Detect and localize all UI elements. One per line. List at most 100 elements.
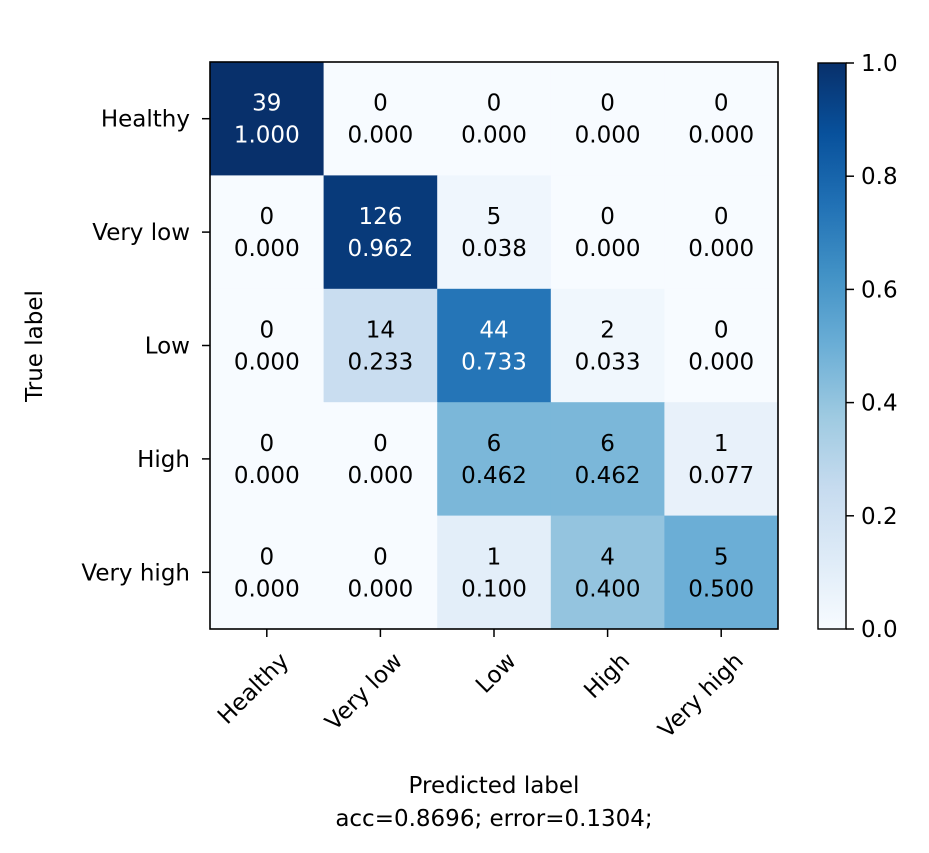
cell-value-label: 0.077 <box>688 463 754 489</box>
cell-count-label: 0 <box>373 431 388 457</box>
cell-count-label: 0 <box>714 91 729 117</box>
heatmap-cell <box>550 402 665 517</box>
heatmap-cell <box>323 62 438 176</box>
cell-count-label: 0 <box>373 544 388 570</box>
cell-value-label: 0.000 <box>234 236 300 262</box>
cell-count-label: 0 <box>373 91 388 117</box>
heatmap-cell <box>210 515 325 630</box>
heatmap-cell <box>323 515 438 630</box>
cell-count-label: 0 <box>259 544 274 570</box>
x-tick-label: High <box>579 648 635 704</box>
colorbar-tick-label: 0.8 <box>861 164 898 190</box>
heatmap-cell <box>437 515 552 630</box>
heatmap-cell <box>210 62 325 176</box>
y-axis-label: True label <box>22 290 48 403</box>
cell-count-label: 5 <box>714 544 729 570</box>
cell-count-label: 1 <box>487 544 502 570</box>
cell-value-label: 0.400 <box>575 576 641 602</box>
y-tick-label: Low <box>145 334 190 360</box>
heatmap-cell <box>437 175 552 290</box>
colorbar-tick-label: 0.6 <box>861 277 898 303</box>
heatmap-cell <box>323 288 438 403</box>
heatmap-cell <box>664 402 779 517</box>
heatmap-cell <box>437 62 552 176</box>
x-tick-label: Healthy <box>213 648 294 729</box>
heatmap-cells: 391.00000.00000.00000.00000.00000.000126… <box>210 62 779 630</box>
cell-count-label: 0 <box>600 204 615 230</box>
y-tick-label: Healthy <box>101 107 190 133</box>
cell-count-label: 1 <box>714 431 729 457</box>
cell-count-label: 0 <box>714 204 729 230</box>
cell-value-label: 0.000 <box>347 123 413 149</box>
colorbar-tick-label: 0.4 <box>861 391 898 417</box>
cell-value-label: 0.462 <box>461 463 527 489</box>
cell-count-label: 6 <box>487 431 502 457</box>
cell-value-label: 0.000 <box>688 123 754 149</box>
heatmap-cell <box>437 402 552 517</box>
y-tick-label: Very high <box>81 560 190 586</box>
cell-value-label: 0.500 <box>688 576 754 602</box>
x-tick-label: Very low <box>320 648 408 736</box>
heatmap-cell <box>437 288 552 403</box>
cell-count-label: 0 <box>259 431 274 457</box>
cell-count-label: 126 <box>358 204 402 230</box>
cell-value-label: 1.000 <box>234 123 300 149</box>
cell-value-label: 0.962 <box>347 236 413 262</box>
cell-value-label: 0.000 <box>234 463 300 489</box>
colorbar <box>817 62 847 630</box>
cell-count-label: 0 <box>259 318 274 344</box>
cell-value-label: 0.233 <box>347 350 413 376</box>
y-tick-label: Very low <box>92 220 190 246</box>
heatmap-cell <box>210 288 325 403</box>
heatmap-cell <box>323 175 438 290</box>
x-axis-label: Predicted label <box>409 773 580 799</box>
heatmap-cell <box>550 515 665 630</box>
cell-count-label: 0 <box>714 318 729 344</box>
cell-count-label: 4 <box>600 544 615 570</box>
cell-value-label: 0.000 <box>575 236 641 262</box>
cell-value-label: 0.000 <box>688 350 754 376</box>
cell-count-label: 0 <box>487 91 502 117</box>
cell-count-label: 0 <box>259 204 274 230</box>
x-tick-label: Low <box>471 648 521 698</box>
cell-count-label: 44 <box>479 318 508 344</box>
heatmap-cell <box>323 402 438 517</box>
cell-count-label: 14 <box>366 318 395 344</box>
y-axis-ticks: Healthy Very low Low High Very high <box>81 107 210 586</box>
cell-count-label: 6 <box>600 431 615 457</box>
heatmap-cell <box>210 175 325 290</box>
heatmap-cell <box>664 515 779 630</box>
cell-count-label: 5 <box>487 204 502 230</box>
heatmap-cell <box>664 175 779 290</box>
cell-value-label: 0.038 <box>461 236 527 262</box>
cell-value-label: 0.000 <box>461 123 527 149</box>
heatmap-cell <box>210 402 325 517</box>
cell-value-label: 0.000 <box>347 463 413 489</box>
x-axis-ticks: Healthy Very low Low High Very high <box>213 629 749 743</box>
cell-value-label: 0.000 <box>575 123 641 149</box>
heatmap-cell <box>550 175 665 290</box>
cell-count-label: 2 <box>600 318 615 344</box>
heatmap-cell <box>664 62 779 176</box>
colorbar-ticks: 0.0 0.2 0.4 0.6 0.8 1.0 <box>846 51 898 643</box>
cell-value-label: 0.000 <box>234 350 300 376</box>
heatmap-cell <box>550 62 665 176</box>
accuracy-subtitle: acc=0.8696; error=0.1304; <box>335 806 652 832</box>
colorbar-tick-label: 0.2 <box>861 504 898 530</box>
cell-value-label: 0.000 <box>234 576 300 602</box>
colorbar-tick-label: 0.0 <box>861 617 898 643</box>
heatmap-cell <box>550 288 665 403</box>
heatmap-cell <box>664 288 779 403</box>
cell-value-label: 0.733 <box>461 350 527 376</box>
x-tick-label: Very high <box>654 648 749 743</box>
cell-value-label: 0.000 <box>347 576 413 602</box>
cell-count-label: 0 <box>600 91 615 117</box>
cell-value-label: 0.033 <box>575 350 641 376</box>
cell-value-label: 0.000 <box>688 236 754 262</box>
cell-count-label: 39 <box>252 91 281 117</box>
cell-value-label: 0.462 <box>575 463 641 489</box>
cell-value-label: 0.100 <box>461 576 527 602</box>
colorbar-tick-label: 1.0 <box>861 51 898 77</box>
y-tick-label: High <box>137 447 190 473</box>
